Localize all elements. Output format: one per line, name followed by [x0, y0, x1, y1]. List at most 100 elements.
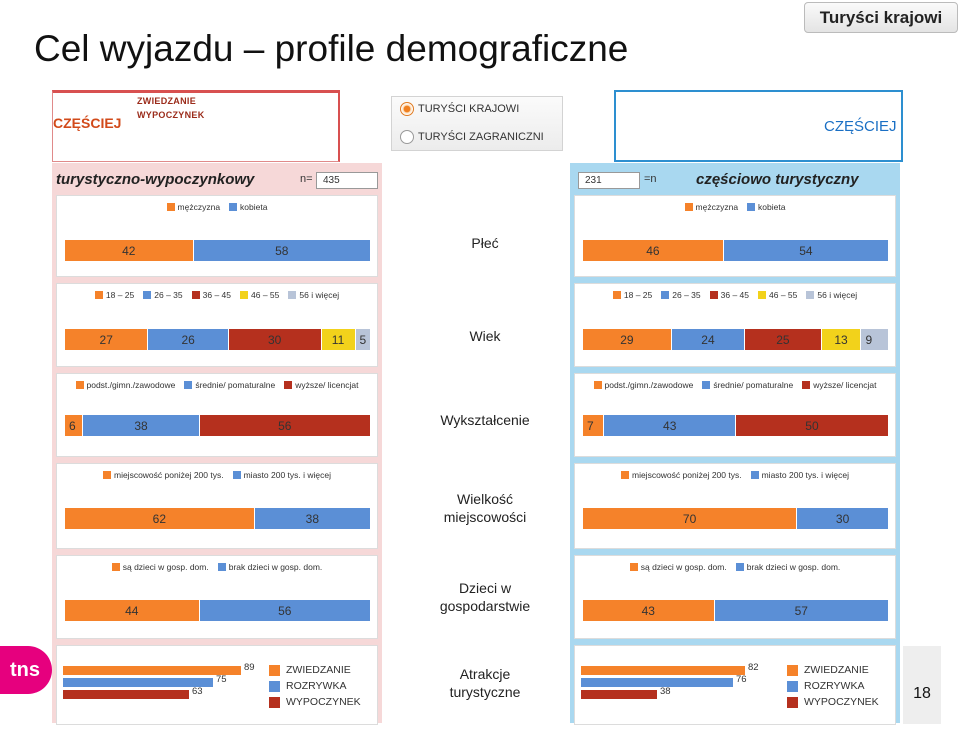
- radio-option-krajowi[interactable]: TURYŚCI KRAJOWI: [400, 102, 519, 116]
- bar-segment: 42: [65, 240, 194, 261]
- legend-item: ROZRYWKA: [269, 678, 361, 694]
- bar-segment: 9: [861, 329, 889, 350]
- row-label-dzieci: Dzieci w gospodarstwie: [400, 579, 570, 615]
- legend-swatch: [111, 563, 120, 571]
- bar-segment: 70: [583, 508, 798, 529]
- legend-item: średnie/ pomaturalne: [184, 380, 275, 390]
- legend-item: miejscowość poniżej 200 tys.: [620, 470, 742, 480]
- legend-item: kobieta: [747, 202, 785, 212]
- attraction-bar: [581, 690, 657, 699]
- legend-label: mężczyzna: [695, 202, 739, 212]
- row-label-wiek: Wiek: [469, 328, 501, 344]
- legend-item: ZWIEDZANIE: [787, 662, 879, 678]
- attraction-bar: [63, 666, 241, 675]
- radio-option-zagraniczni[interactable]: TURYŚCI ZAGRANICZNI: [400, 130, 544, 144]
- legend-swatch: [802, 381, 811, 389]
- right-wyksztalcenie-chart: podst./gimn./zawodowe średnie/ pomaturaln…: [574, 373, 896, 457]
- stacked-bar: 7 43 50: [583, 415, 889, 436]
- bar-segment: 7: [583, 415, 605, 436]
- legend-swatch: [750, 471, 759, 479]
- bar-segment: 56: [199, 415, 371, 436]
- legend-swatch: [94, 291, 103, 299]
- panel-right-title: częściowo turystyczny: [696, 171, 859, 188]
- chart-legend: podst./gimn./zawodowe średnie/ pomaturaln…: [575, 380, 895, 390]
- legend-item: brak dzieci w gosp. dom.: [735, 562, 840, 572]
- legend-label: 18 – 25: [105, 290, 135, 300]
- legend-label: WYPOCZYNEK: [804, 696, 879, 708]
- legend-item: mężczyzna: [166, 202, 220, 212]
- attraction-bar: [581, 678, 733, 687]
- chart-legend: miejscowość poniżej 200 tys. miasto 200 t…: [575, 470, 895, 480]
- bar-segment: 57: [714, 600, 889, 621]
- attraction-value: 63: [192, 686, 203, 697]
- slide-title: Cel wyjazdu – profile demograficzne: [34, 28, 629, 69]
- right-atrakcje-chart: 82 76 38 ZWIEDZANIE ROZRYWKA WYPOCZYNEK: [574, 645, 896, 725]
- legend-swatch: [102, 471, 111, 479]
- legend-swatch: [284, 381, 293, 389]
- legend-swatch: [217, 563, 226, 571]
- stacked-bar: 62 38: [65, 508, 371, 529]
- bar-segment: 24: [671, 329, 746, 350]
- legend-swatch: [288, 291, 297, 299]
- legend-label: miasto 200 tys. i więcej: [243, 470, 331, 480]
- bar-segment: 43: [604, 415, 736, 436]
- legend-item: wyższe/ licencjat: [802, 380, 877, 390]
- legend-swatch: [240, 291, 249, 299]
- legend-label: 46 – 55: [769, 290, 798, 300]
- attraction-value: 76: [736, 674, 747, 685]
- legend-item: ROZRYWKA: [787, 678, 879, 694]
- chart-legend: są dzieci w gosp. dom. brak dzieci w gosp…: [575, 562, 895, 572]
- radio-selected-icon: [400, 102, 414, 116]
- legend-swatch: [612, 291, 621, 299]
- legend-item: ZWIEDZANIE: [269, 662, 361, 678]
- legend-label: średnie/ pomaturalne: [195, 380, 276, 390]
- chart-legend: miejscowość poniżej 200 tys. miasto 200 t…: [57, 470, 377, 480]
- legend-label: WYPOCZYNEK: [286, 696, 361, 708]
- bar-segment: 5: [355, 329, 371, 350]
- bar-segment: 46: [583, 240, 724, 261]
- legend-item: WYPOCZYNEK: [269, 694, 361, 710]
- panel-right-n-value: 231: [578, 172, 640, 189]
- legend-item: 56 i więcej: [806, 290, 857, 300]
- row-label-wyksztalcenie: Wykształcenie: [440, 412, 530, 428]
- chart-legend: mężczyzna kobieta: [57, 202, 377, 212]
- legend-swatch: [735, 563, 744, 571]
- legend-label: ZWIEDZANIE: [286, 664, 351, 676]
- attraction-bar: [581, 666, 745, 675]
- row-label-plec: Płeć: [471, 235, 499, 251]
- row-label-dzieci-line1: Dzieci w: [458, 580, 512, 596]
- left-wiek-chart: 18 – 25 26 – 35 36 – 45 46 – 55 56 i więcej 2…: [56, 283, 378, 367]
- legend-item: 36 – 45: [191, 290, 231, 300]
- radio-label-zagraniczni: TURYŚCI ZAGRANICZNI: [418, 131, 544, 143]
- panel-left-title: turystyczno-wypoczynkowy: [56, 171, 255, 188]
- legend-item: miasto 200 tys. i więcej: [232, 470, 331, 480]
- left-wielkosc-chart: miejscowość poniżej 200 tys. miasto 200 t…: [56, 463, 378, 549]
- row-label-wielkosc: Wielkość miejscowości: [400, 490, 570, 526]
- chart-legend: 18 – 25 26 – 35 36 – 45 46 – 55 56 i więcej: [57, 290, 377, 300]
- bar-segment: 38: [254, 508, 371, 529]
- bar-segment: 27: [65, 329, 149, 350]
- legend-item: 46 – 55: [758, 290, 797, 300]
- top-left-label: CZĘŚCIEJ: [53, 115, 122, 131]
- bar-segment: 6: [65, 415, 84, 436]
- attraction-bar: [63, 690, 189, 699]
- legend-label: 18 – 25: [623, 290, 653, 300]
- legend-swatch: [747, 203, 756, 211]
- legend-label: miejscowość poniżej 200 tys.: [631, 470, 742, 480]
- legend-item: 26 – 35: [661, 290, 701, 300]
- right-wielkosc-chart: miejscowość poniżej 200 tys. miasto 200 t…: [574, 463, 896, 549]
- legend-item: 46 – 55: [240, 290, 279, 300]
- stacked-bar: 29 24 25 13 9: [583, 329, 889, 350]
- legend-label: wyższe/ licencjat: [813, 380, 877, 390]
- stacked-bar: 6 38 56: [65, 415, 371, 436]
- row-label-atrakcje: Atrakcje turystyczne: [400, 665, 570, 701]
- legend-swatch: [787, 680, 798, 692]
- legend-item: 18 – 25: [94, 290, 135, 300]
- legend-swatch: [229, 203, 238, 211]
- bar-segment: 30: [797, 508, 889, 529]
- bar-segment: 50: [735, 415, 889, 436]
- chart-legend: 18 – 25 26 – 35 36 – 45 46 – 55 56 i więcej: [575, 290, 895, 300]
- legend-swatch: [620, 471, 629, 479]
- panel-right-header: 231 =n częściowo turystyczny: [570, 169, 900, 193]
- panel-right-n-label: =n: [644, 173, 657, 185]
